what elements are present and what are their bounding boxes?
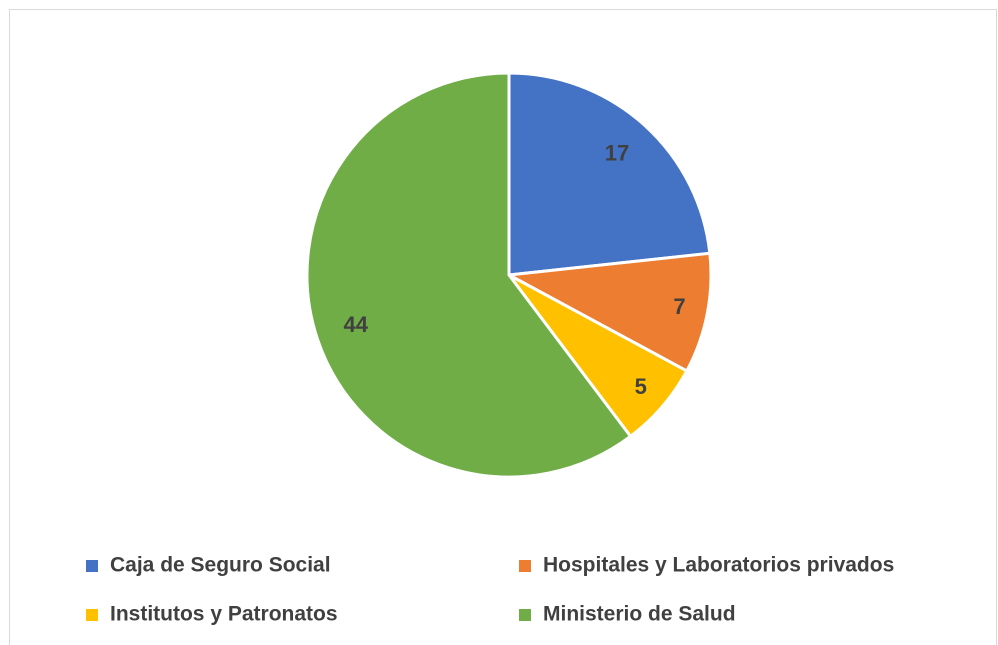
data-label: 5 — [635, 374, 647, 399]
legend-label: Caja de Seguro Social — [110, 554, 331, 577]
data-label: 17 — [605, 141, 629, 166]
legend-swatch — [86, 609, 98, 621]
legend-swatch — [519, 609, 531, 621]
pie-slice — [507, 71, 712, 277]
legend-label: Ministerio de Salud — [543, 603, 736, 626]
data-label: 44 — [344, 312, 369, 337]
pie-slice — [504, 251, 713, 373]
chart-frame — [9, 9, 997, 645]
pie-slice — [305, 71, 633, 479]
legend-swatch — [519, 560, 531, 572]
legend-label: Hospitales y Laboratorios privados — [543, 554, 894, 577]
legend-swatch — [86, 560, 98, 572]
legend-label: Institutos y Patronatos — [110, 603, 338, 626]
data-label: 7 — [673, 294, 685, 319]
